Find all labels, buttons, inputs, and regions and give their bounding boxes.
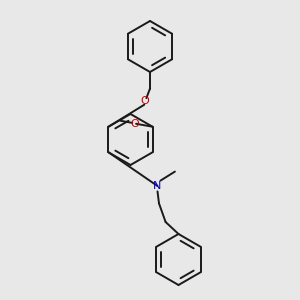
Text: O: O: [130, 119, 139, 129]
Text: N: N: [153, 181, 162, 191]
Text: O: O: [140, 95, 149, 106]
